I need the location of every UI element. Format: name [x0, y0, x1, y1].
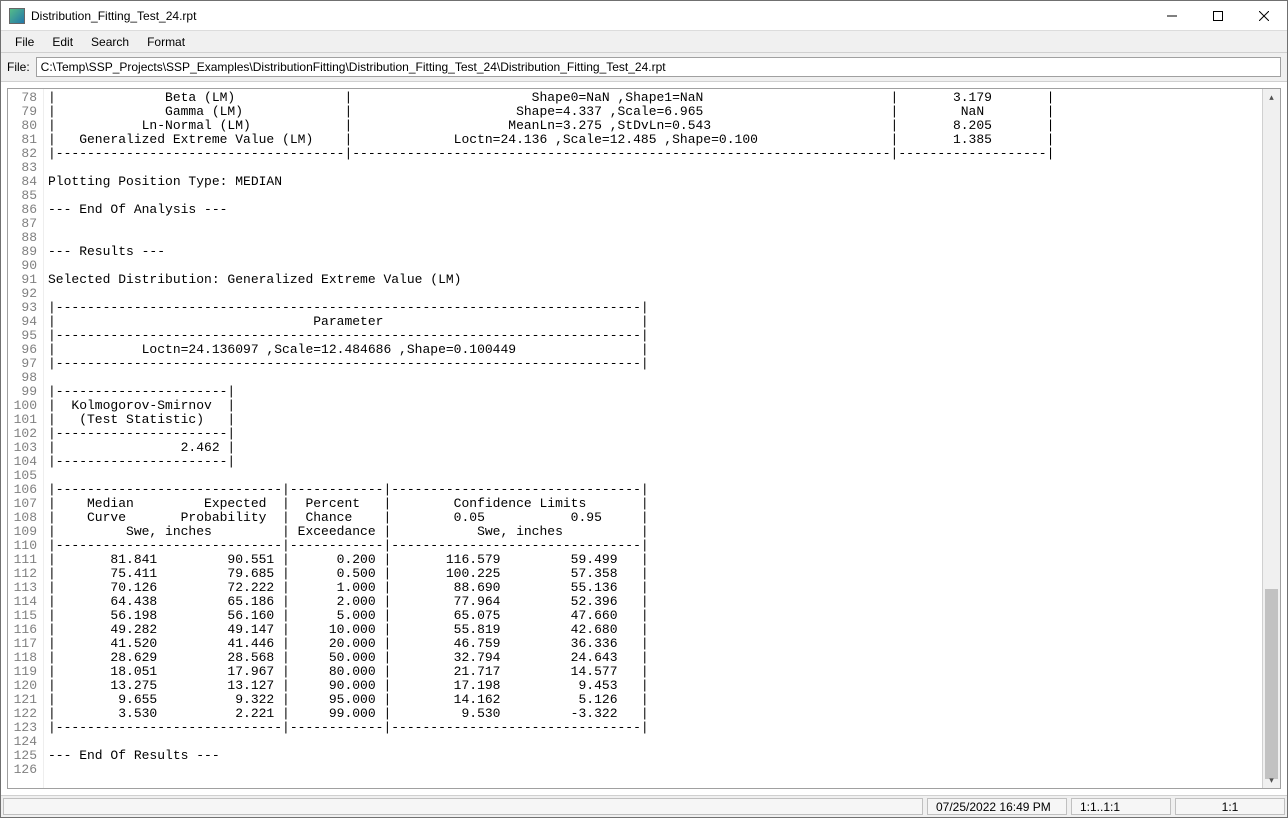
- scroll-down-arrow[interactable]: ▾: [1263, 772, 1280, 788]
- file-row: File:: [1, 53, 1287, 82]
- statusbar: 07/25/2022 16:49 PM 1:1..1:1 1:1: [1, 795, 1287, 817]
- close-icon: [1259, 11, 1269, 21]
- maximize-icon: [1213, 11, 1223, 21]
- titlebar[interactable]: Distribution_Fitting_Test_24.rpt: [1, 1, 1287, 31]
- minimize-icon: [1167, 11, 1177, 21]
- scroll-thumb[interactable]: [1265, 589, 1278, 779]
- app-icon: [9, 8, 25, 24]
- code-view[interactable]: | Beta (LM) | Shape0=NaN ,Shape1=NaN | 3…: [44, 89, 1262, 788]
- status-position: 1:1..1:1: [1071, 798, 1171, 815]
- vertical-scrollbar[interactable]: ▴ ▾: [1262, 89, 1280, 788]
- status-zoom: 1:1: [1175, 798, 1285, 815]
- close-button[interactable]: [1241, 1, 1287, 31]
- menu-edit[interactable]: Edit: [44, 33, 81, 51]
- line-number-gutter: 78 79 80 81 82 83 84 85 86 87 88 89 90 9…: [8, 89, 44, 788]
- editor: 78 79 80 81 82 83 84 85 86 87 88 89 90 9…: [7, 88, 1281, 789]
- window-title: Distribution_Fitting_Test_24.rpt: [31, 9, 1149, 23]
- menu-search[interactable]: Search: [83, 33, 137, 51]
- status-timestamp: 07/25/2022 16:49 PM: [927, 798, 1067, 815]
- status-spacer: [3, 798, 923, 815]
- maximize-button[interactable]: [1195, 1, 1241, 31]
- file-path-input[interactable]: [36, 57, 1281, 77]
- menu-file[interactable]: File: [7, 33, 42, 51]
- scroll-up-arrow[interactable]: ▴: [1263, 89, 1280, 105]
- app-window: Distribution_Fitting_Test_24.rpt File Ed…: [0, 0, 1288, 818]
- minimize-button[interactable]: [1149, 1, 1195, 31]
- menubar: File Edit Search Format: [1, 31, 1287, 53]
- file-label: File:: [7, 60, 30, 74]
- menu-format[interactable]: Format: [139, 33, 193, 51]
